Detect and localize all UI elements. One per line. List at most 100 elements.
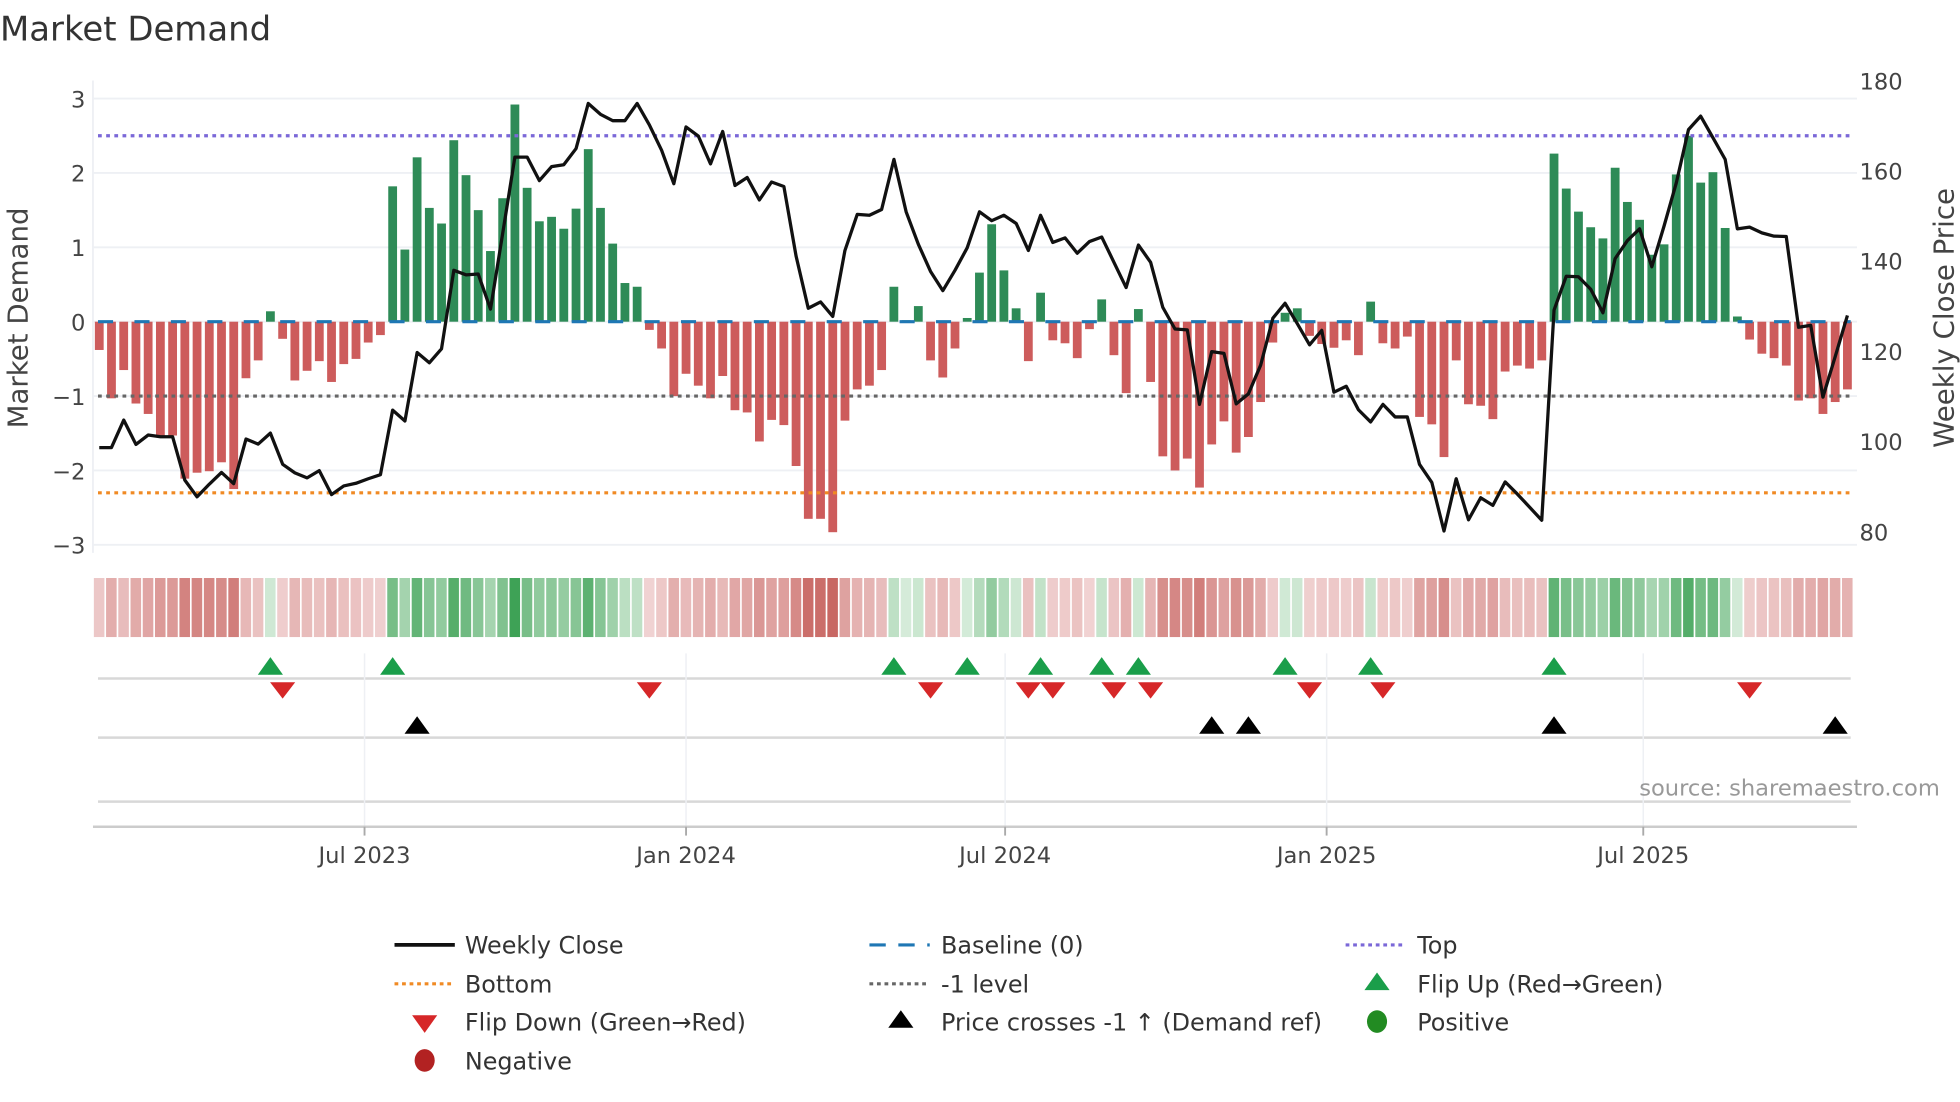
legend-item-top[interactable]: Top <box>1345 932 1458 960</box>
heat-cell <box>521 578 533 638</box>
legend-item-negative[interactable]: Negative <box>414 1047 572 1075</box>
demand-bar <box>987 224 997 322</box>
demand-bar <box>253 321 263 361</box>
legend-item-positive[interactable]: Positive <box>1366 1008 1509 1036</box>
legend-item-weekly-close[interactable]: Weekly Close <box>394 932 624 960</box>
heat-cell <box>106 578 117 638</box>
heat-cell <box>338 578 349 638</box>
heat-cell <box>387 578 398 638</box>
demand-bar <box>1451 321 1461 361</box>
demand-bar <box>1378 321 1388 344</box>
demand-bar <box>424 207 434 322</box>
heat-cell <box>1242 578 1254 638</box>
heat-cell <box>607 578 618 638</box>
demand-bar <box>473 210 483 322</box>
demand-bar <box>522 187 532 322</box>
demand-bar <box>449 140 459 322</box>
demand-bar <box>412 157 422 322</box>
heat-cell <box>986 578 997 638</box>
legend-item-baseline[interactable]: Baseline (0) <box>869 932 1084 960</box>
heat-cell <box>375 578 386 638</box>
demand-bar <box>1146 321 1155 382</box>
demand-bar <box>351 321 361 359</box>
demand-bar <box>131 321 141 404</box>
heat-cell <box>778 578 790 638</box>
demand-bar <box>400 249 410 322</box>
heat-cell <box>827 578 838 638</box>
heat-cell <box>1316 578 1327 638</box>
demand-bar <box>1219 321 1229 422</box>
demand-bar <box>1696 182 1706 322</box>
heat-cell <box>423 578 435 638</box>
heat-cell <box>1524 578 1535 638</box>
heat-cell <box>1108 578 1120 638</box>
heat-cell <box>888 578 900 638</box>
y-tick-label: 2 <box>71 162 85 188</box>
heat-cell <box>1756 578 1767 638</box>
heat-cell <box>265 578 276 638</box>
heat-cell <box>1585 578 1596 638</box>
demand-bar <box>168 321 178 436</box>
demand-bar <box>155 321 165 436</box>
heat-cell <box>1218 578 1230 638</box>
legend-label: Flip Down (Green→Red) <box>465 1008 746 1036</box>
heat-cell <box>753 578 765 638</box>
demand-bar <box>1512 321 1522 366</box>
x-tick-label: Jul 2023 <box>317 843 411 869</box>
legend-label: Positive <box>1417 1008 1509 1036</box>
demand-heat-strip <box>93 578 1853 638</box>
heat-cell <box>1646 578 1657 638</box>
flip-down-marker <box>636 682 662 699</box>
demand-bar <box>339 321 349 365</box>
flip-down-marker <box>1737 682 1763 699</box>
legend-item-flip-up[interactable]: Flip Up (Red→Green) <box>1364 971 1663 999</box>
demand-bar <box>1268 321 1278 343</box>
heat-cell <box>1805 578 1816 638</box>
heat-cell <box>961 578 973 638</box>
demand-bar <box>1133 309 1143 322</box>
demand-bar <box>180 321 190 479</box>
demand-bar <box>620 283 630 322</box>
heat-cell <box>790 578 802 638</box>
demand-bar <box>1476 321 1486 406</box>
demand-bar <box>706 321 715 399</box>
flip-down-marker <box>1370 682 1396 699</box>
demand-bar <box>1292 308 1302 322</box>
demand-bar <box>107 321 116 399</box>
demand-bar <box>1708 172 1718 322</box>
demand-bar <box>376 321 385 336</box>
heat-cell <box>1267 578 1278 638</box>
legend-item-minus-one[interactable]: -1 level <box>869 971 1029 999</box>
heat-cell <box>1499 578 1511 638</box>
legend-item-flip-down[interactable]: Flip Down (Green→Red) <box>412 1008 746 1036</box>
legend-item-price-cross[interactable]: Price crosses -1 ↑ (Demand ref) <box>888 1008 1322 1036</box>
heat-cell <box>1096 578 1107 638</box>
flip-up-marker <box>1125 657 1151 675</box>
demand-bar <box>94 321 104 350</box>
heat-cell <box>1047 578 1058 638</box>
demand-bar <box>1354 321 1363 356</box>
legend-item-bottom[interactable]: Bottom <box>394 971 553 999</box>
demand-bar <box>1500 321 1510 372</box>
heat-cell <box>925 578 936 638</box>
demand-bar <box>388 186 398 322</box>
heat-cell <box>1719 578 1731 638</box>
demand-bar <box>498 198 508 322</box>
demand-bar <box>1415 321 1424 417</box>
demand-bar <box>327 321 336 382</box>
flip-down-marker <box>1015 682 1041 699</box>
heat-cell <box>154 578 166 638</box>
heat-cell <box>472 578 484 638</box>
heat-cell <box>1560 578 1572 638</box>
demand-bar <box>583 149 593 322</box>
heat-cell <box>301 578 313 638</box>
demand-bar <box>1280 312 1290 322</box>
dot-icon <box>1366 1010 1388 1033</box>
demand-bar <box>229 321 239 490</box>
legend-label: Flip Up (Red→Green) <box>1417 971 1663 999</box>
demand-bar <box>143 321 153 414</box>
y-right-tick-label: 140 <box>1859 250 1902 276</box>
demand-bar <box>865 321 874 386</box>
demand-bar <box>1085 321 1094 330</box>
heat-cell <box>692 578 704 638</box>
